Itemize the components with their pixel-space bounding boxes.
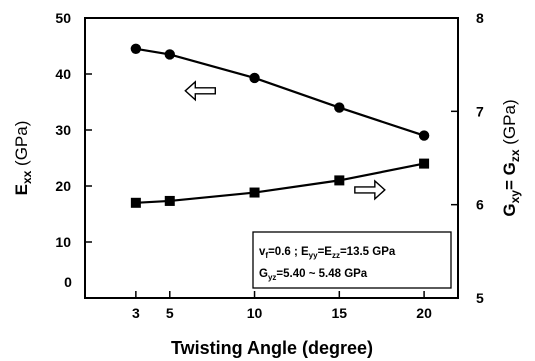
arrow-right-icon xyxy=(354,179,386,201)
plot-frame xyxy=(84,17,459,299)
right-tick-label: 6 xyxy=(476,197,484,213)
direction-arrows xyxy=(184,80,386,201)
right-tick-label: 7 xyxy=(476,103,484,119)
left-tick-label: 20 xyxy=(55,178,71,194)
circle-marker xyxy=(249,72,260,84)
series-layer xyxy=(130,43,430,208)
arrow-left-icon xyxy=(184,80,216,102)
x-tick-label: 20 xyxy=(416,305,432,321)
right-tick-label: 5 xyxy=(476,290,484,306)
square-marker xyxy=(130,197,141,208)
annotation-box: vf=0.6 ; Eyy=Ezz=13.5 GPa Gyz=5.40 ~ 5.4… xyxy=(252,231,452,289)
square-marker xyxy=(334,175,345,186)
right-tick-label: 8 xyxy=(476,10,484,26)
annotation-line-2: Gyz=5.40 ~ 5.48 GPa xyxy=(259,268,368,282)
square-marker xyxy=(419,158,430,169)
left-tick-label: 30 xyxy=(55,122,71,138)
x-zero-label: 0 xyxy=(64,274,72,290)
square-marker xyxy=(164,195,175,206)
axis-ticks: 3 5 10 15 20 10 20 30 40 50 5 6 7 8 xyxy=(55,10,484,321)
circle-marker xyxy=(418,130,430,141)
right-axis-title: Gxy= Gzx (GPa) xyxy=(500,99,522,216)
circle-marker xyxy=(164,49,175,60)
annotation-line-1: vf=0.6 ; Eyy=Ezz=13.5 GPa xyxy=(259,246,396,260)
left-axis-title: Exx (GPa) xyxy=(12,121,34,196)
left-tick-label: 10 xyxy=(55,234,71,250)
left-tick-label: 50 xyxy=(55,10,71,26)
x-tick-label: 3 xyxy=(132,305,140,321)
series-line-2 xyxy=(135,162,425,204)
x-tick-label: 10 xyxy=(247,305,263,321)
circle-marker xyxy=(334,102,345,113)
series-line-1 xyxy=(135,47,425,137)
annotation-border xyxy=(252,231,452,289)
square-marker xyxy=(249,187,260,198)
left-tick-label: 40 xyxy=(55,66,71,82)
x-tick-label: 5 xyxy=(166,305,174,321)
x-tick-label: 15 xyxy=(332,305,348,321)
circle-marker xyxy=(130,43,142,54)
x-axis-title: Twisting Angle (degree) xyxy=(171,338,373,358)
